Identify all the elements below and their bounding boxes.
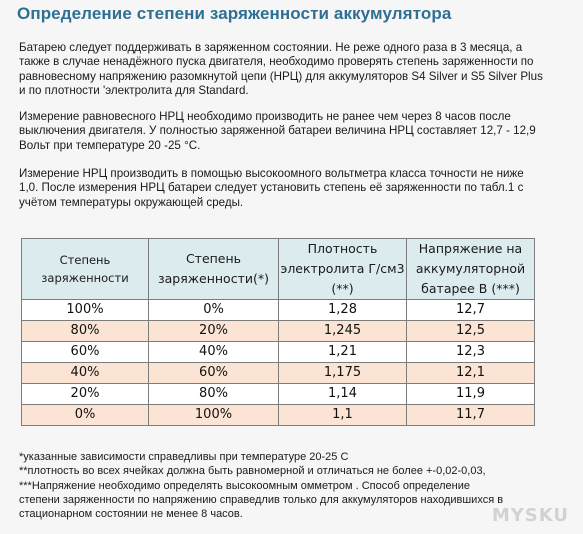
cell-density: 1,21 (278, 341, 407, 363)
text-line: Измерение равновесного НРЦ необходимо пр… (19, 110, 511, 123)
header-line: Плотность (307, 241, 378, 256)
table-row: 0% 100% 1,1 11,7 (21, 404, 535, 426)
text-line: 1,0. После измерения НРЦ батареи следует… (19, 181, 524, 195)
text-line: также в случае ненадёжного пуска двигате… (19, 55, 534, 69)
cell-discharge: 20% (148, 320, 279, 342)
cell-charge: 80% (21, 320, 149, 342)
cell-charge: 100% (21, 299, 149, 321)
cell-density: 1,245 (278, 320, 407, 342)
footnote-line: степени заряженности по напряжению справ… (19, 493, 504, 506)
header-line: Степень (59, 253, 111, 267)
header-line: аккумуляторной (415, 261, 526, 276)
header-line: электролита Г/см3 (280, 261, 405, 276)
paragraph-maintenance: Батарею следует поддерживать в заряженно… (19, 41, 581, 98)
table-row: 60% 40% 1,21 12,3 (21, 341, 535, 363)
cell-charge: 60% (21, 341, 149, 363)
table-row: 20% 80% 1,14 11,9 (21, 383, 535, 405)
header-line: батарее В (***) (421, 281, 520, 296)
text-line: выключения двигателя. У полностью заряже… (19, 124, 536, 138)
header-line: заряженности(*) (158, 271, 269, 286)
text-line: Батарею следует поддерживать в заряженно… (19, 41, 523, 54)
page-title: Определение степени заряженности аккумул… (17, 4, 452, 23)
table-row: 80% 20% 1,245 12,5 (21, 320, 535, 342)
text-line: Вольт при температуре 20 -25 °С. (19, 138, 201, 152)
cell-voltage: 12,3 (406, 341, 535, 363)
cell-density: 1,28 (278, 299, 407, 321)
cell-charge: 40% (21, 362, 149, 384)
footnote-line: *указанные зависимости справедливы при т… (19, 451, 349, 463)
table-row: 40% 60% 1,175 12,1 (21, 362, 535, 384)
cell-charge: 20% (21, 383, 149, 405)
header-line: заряженности (41, 271, 129, 285)
header-line: (**) (331, 281, 354, 296)
text-line: равновесному напряжению разомкнутой цепи… (19, 69, 543, 83)
footnote-line: **плотность во всех ячейках должна быть … (19, 465, 486, 478)
cell-voltage: 12,5 (406, 320, 535, 342)
cell-discharge: 0% (148, 299, 279, 321)
cell-density: 1,1 (278, 404, 407, 426)
watermark-logo: MYSKU (491, 505, 569, 526)
footnote-line: ***Напряжение необходимо определять высо… (19, 479, 470, 492)
text-line: Измерение НРЦ производить в помощью высо… (19, 167, 524, 180)
cell-voltage: 11,7 (406, 404, 535, 426)
cell-discharge: 40% (148, 341, 279, 363)
text-line: учётом температуры окружающей среды. (19, 195, 244, 209)
cell-voltage: 12,7 (406, 299, 535, 321)
cell-discharge: 60% (148, 362, 279, 384)
table-header-row: Степень заряженности Степень заряженност… (21, 238, 535, 300)
cell-voltage: 11,9 (406, 383, 535, 405)
header-charge-level: Степень заряженности (21, 238, 149, 300)
paragraph-measurement-method: Измерение НРЦ производить в помощью высо… (19, 167, 581, 210)
charge-level-table: Степень заряженности Степень заряженност… (21, 238, 535, 426)
header-discharge-level: Степень заряженности(*) (148, 238, 279, 300)
paragraph-measurement-timing: Измерение равновесного НРЦ необходимо пр… (19, 110, 581, 153)
cell-discharge: 100% (148, 404, 279, 426)
cell-discharge: 80% (148, 383, 279, 405)
text-line: и по плотности 'электролита для Standard… (19, 83, 249, 97)
header-line: Напряжение на (418, 241, 523, 256)
header-battery-voltage: Напряжение на аккумуляторной батарее В (… (406, 238, 535, 300)
cell-density: 1,14 (278, 383, 407, 405)
cell-density: 1,175 (278, 362, 407, 384)
header-electrolyte-density: Плотность электролита Г/см3 (**) (278, 238, 407, 300)
footnote-line: стационарном состоянии не менее 8 часов. (19, 508, 243, 521)
cell-charge: 0% (21, 404, 149, 426)
header-line: Степень (185, 251, 242, 266)
cell-voltage: 12,1 (406, 362, 535, 384)
footnotes: *указанные зависимости справедливы при т… (19, 450, 579, 521)
table-row: 100% 0% 1,28 12,7 (21, 299, 535, 321)
